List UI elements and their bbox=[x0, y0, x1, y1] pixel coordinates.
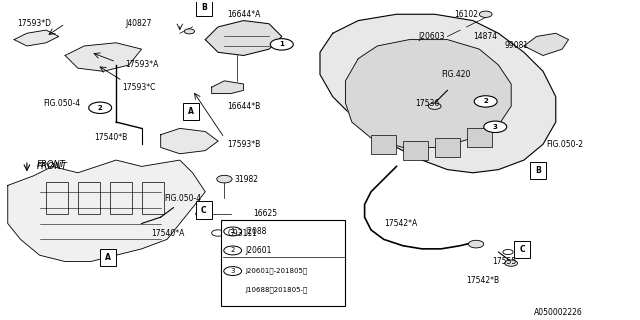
Polygon shape bbox=[65, 43, 141, 71]
Text: 1: 1 bbox=[230, 228, 235, 235]
Bar bbox=[196, 201, 212, 219]
Text: 17593*D: 17593*D bbox=[17, 19, 51, 28]
Text: A: A bbox=[188, 107, 194, 116]
Circle shape bbox=[505, 260, 518, 266]
Text: 2: 2 bbox=[98, 105, 102, 111]
Text: 2: 2 bbox=[483, 99, 488, 104]
Text: C: C bbox=[520, 245, 525, 254]
Bar bbox=[100, 249, 116, 266]
Circle shape bbox=[479, 11, 492, 17]
Circle shape bbox=[217, 175, 232, 183]
Text: A050002226: A050002226 bbox=[534, 308, 582, 317]
Text: 17540*B: 17540*B bbox=[94, 133, 127, 142]
Circle shape bbox=[184, 29, 195, 34]
Text: J20601〈-201805〉: J20601〈-201805〉 bbox=[246, 268, 308, 274]
Text: 14874: 14874 bbox=[473, 32, 497, 41]
Text: 3: 3 bbox=[230, 268, 235, 274]
Polygon shape bbox=[8, 160, 205, 261]
Polygon shape bbox=[212, 81, 244, 93]
Text: 17593*C: 17593*C bbox=[122, 83, 156, 92]
Polygon shape bbox=[524, 33, 568, 55]
Text: 16102: 16102 bbox=[454, 10, 478, 19]
Text: 17542*A: 17542*A bbox=[384, 219, 417, 228]
Text: FIG.420: FIG.420 bbox=[441, 70, 470, 79]
Bar bbox=[183, 103, 199, 120]
Circle shape bbox=[196, 211, 209, 217]
Text: 99081: 99081 bbox=[505, 42, 529, 51]
Text: A: A bbox=[105, 253, 111, 262]
Polygon shape bbox=[161, 128, 218, 154]
Circle shape bbox=[428, 103, 441, 109]
Bar bbox=[435, 138, 460, 157]
Polygon shape bbox=[320, 14, 556, 173]
Text: 3: 3 bbox=[493, 124, 498, 130]
Circle shape bbox=[484, 121, 507, 132]
Bar bbox=[371, 135, 396, 154]
Bar bbox=[78, 182, 100, 214]
Circle shape bbox=[468, 240, 484, 248]
Text: FIG.050-2: FIG.050-2 bbox=[546, 140, 583, 149]
Circle shape bbox=[89, 102, 111, 114]
Bar bbox=[515, 241, 531, 258]
Bar bbox=[46, 182, 68, 214]
Text: J10688〈201805-〉: J10688〈201805-〉 bbox=[246, 287, 308, 293]
Circle shape bbox=[224, 267, 242, 276]
Text: J2088: J2088 bbox=[246, 227, 267, 236]
Bar bbox=[196, 0, 212, 16]
Polygon shape bbox=[346, 40, 511, 148]
Text: FIG.050-4: FIG.050-4 bbox=[164, 194, 201, 203]
Circle shape bbox=[270, 39, 293, 50]
Text: 16644*B: 16644*B bbox=[228, 102, 261, 111]
Text: J20601: J20601 bbox=[246, 246, 272, 255]
Text: 1: 1 bbox=[279, 41, 284, 47]
Text: 17555: 17555 bbox=[492, 257, 516, 266]
Bar bbox=[141, 182, 164, 214]
Text: B: B bbox=[536, 166, 541, 175]
Text: 16625: 16625 bbox=[253, 210, 277, 219]
Bar bbox=[531, 162, 546, 179]
Bar bbox=[467, 128, 492, 148]
Circle shape bbox=[224, 246, 242, 255]
Text: B: B bbox=[201, 3, 207, 12]
Polygon shape bbox=[205, 20, 282, 55]
Text: J20603: J20603 bbox=[419, 32, 445, 41]
Text: J40827: J40827 bbox=[125, 19, 152, 28]
Text: 17542*B: 17542*B bbox=[467, 276, 500, 285]
Polygon shape bbox=[14, 30, 59, 46]
Text: C: C bbox=[201, 205, 207, 214]
Text: 2: 2 bbox=[230, 247, 235, 253]
Bar bbox=[221, 220, 346, 306]
Text: G93111: G93111 bbox=[228, 228, 257, 237]
Text: FIG.050-4: FIG.050-4 bbox=[43, 99, 80, 108]
Text: 16644*A: 16644*A bbox=[228, 10, 261, 19]
Text: 17593*A: 17593*A bbox=[125, 60, 159, 69]
Bar bbox=[109, 182, 132, 214]
Text: 17540*A: 17540*A bbox=[151, 228, 184, 237]
Text: FRONT: FRONT bbox=[36, 160, 65, 169]
Text: FRONT: FRONT bbox=[36, 162, 67, 171]
Bar bbox=[403, 141, 428, 160]
Text: 17593*B: 17593*B bbox=[228, 140, 261, 149]
Circle shape bbox=[224, 227, 242, 236]
Text: 31982: 31982 bbox=[234, 175, 258, 184]
Circle shape bbox=[474, 96, 497, 107]
Text: 17536: 17536 bbox=[415, 99, 440, 108]
